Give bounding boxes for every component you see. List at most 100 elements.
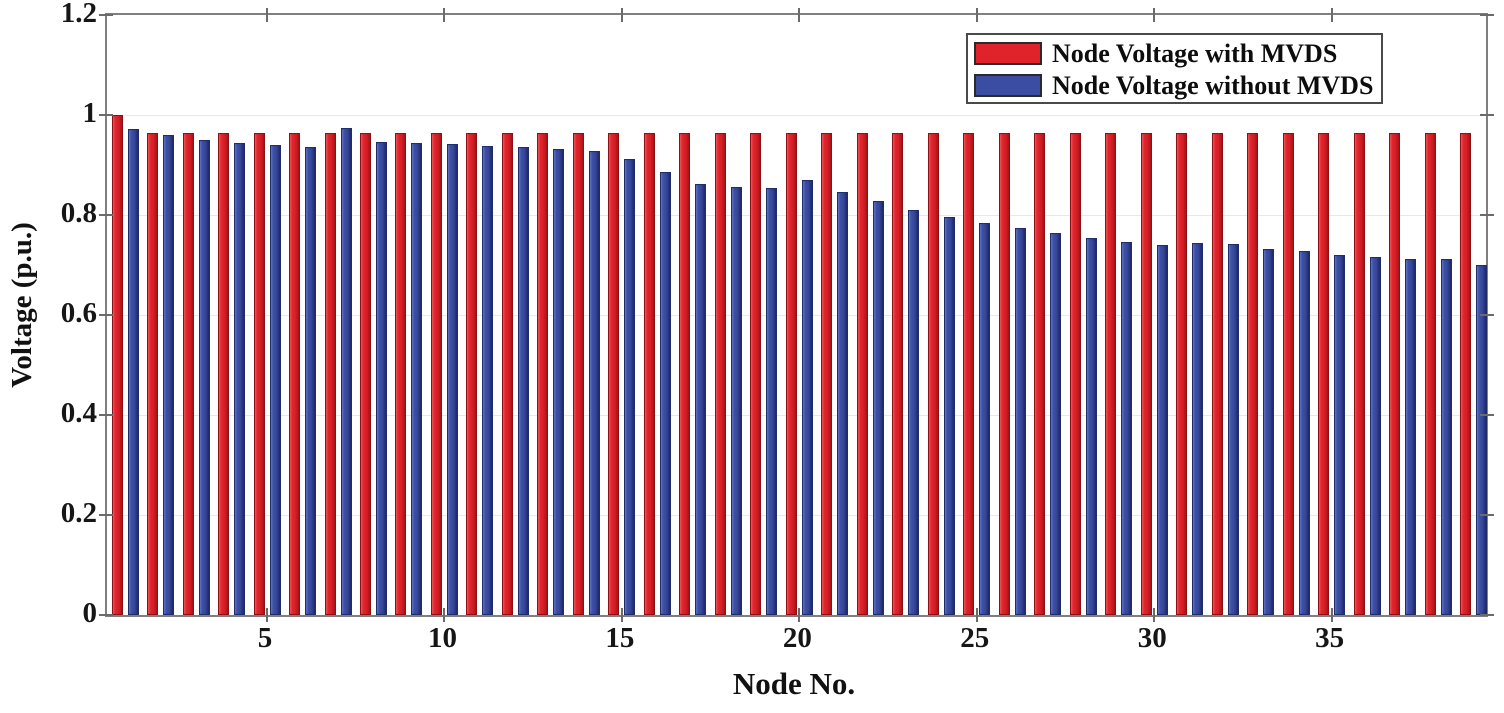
x-tick-top-25 [975,8,978,22]
legend-swatch-red [974,42,1042,65]
bar-without-mvds-node-8 [376,141,387,615]
y-tick-label-1: 1 [82,97,98,129]
x-tick-label-30: 30 [1137,622,1167,654]
bar-without-mvds-node-39 [1476,264,1488,615]
x-tick-label-15: 15 [605,622,635,654]
y-tick-label-0.2: 0.2 [60,497,97,529]
bar-with-mvds-node-4 [218,132,230,615]
x-tick-bottom-30 [1153,608,1156,622]
bar-without-mvds-node-33 [1263,248,1275,615]
y-tick-left-1 [99,114,113,116]
bar-without-mvds-node-34 [1298,251,1310,615]
bar-with-mvds-node-5 [253,132,265,615]
y-tick-right-1 [1480,114,1494,116]
bar-without-mvds-node-37 [1405,258,1417,615]
x-tick-top-15 [620,8,623,22]
y-tick-right-0.4 [1480,414,1494,416]
bar-without-mvds-node-5 [269,144,281,615]
plot-area [99,8,1494,622]
y-tick-right-0.8 [1480,214,1494,216]
x-tick-label-25: 25 [960,622,990,654]
x-tick-bottom-10 [443,608,446,622]
x-tick-top-20 [798,8,801,22]
bar-without-mvds-node-26 [1014,227,1026,615]
bar-without-mvds-node-35 [1334,254,1346,615]
bar-without-mvds-node-21 [837,192,849,615]
x-tick-top-10 [443,8,446,22]
bar-without-mvds-node-12 [517,147,529,615]
y-tick-right-1.2 [1480,14,1494,16]
x-tick-top-5 [266,8,269,22]
bar-without-mvds-node-15 [624,159,636,615]
bar-with-mvds-node-14 [572,132,584,615]
bar-with-mvds-node-3 [182,132,194,615]
bar-with-mvds-node-29 [1105,132,1117,615]
bar-with-mvds-node-10 [430,132,442,615]
bar-with-mvds-node-19 [750,132,762,615]
bar-with-mvds-node-7 [324,132,336,615]
x-tick-bottom-5 [266,608,269,622]
bar-with-mvds-node-25 [963,132,975,615]
bar-without-mvds-node-3 [198,139,210,615]
bar-without-mvds-node-18 [730,186,742,615]
bar-with-mvds-node-2 [147,132,159,615]
bar-with-mvds-node-34 [1282,132,1294,615]
bar-with-mvds-node-28 [1069,132,1081,615]
x-tick-top-30 [1153,8,1156,22]
bar-with-mvds-node-33 [1247,132,1259,615]
x-axis-title: Node No. [732,666,856,701]
y-tick-label-1.2: 1.2 [60,0,97,29]
bar-with-mvds-node-15 [608,132,620,615]
bar-without-mvds-node-13 [553,148,565,615]
bar-with-mvds-node-9 [395,132,407,615]
bar-without-mvds-node-20 [801,180,813,615]
bar-with-mvds-node-18 [714,132,726,615]
gridline-y-1 [107,114,1486,116]
bar-with-mvds-node-16 [643,132,655,615]
y-tick-left-0 [99,614,113,616]
bar-with-mvds-node-32 [1211,132,1223,615]
x-tick-label-5: 5 [257,622,273,654]
bar-without-mvds-node-2 [163,135,175,615]
bar-without-mvds-node-4 [234,142,246,615]
y-tick-label-0: 0 [82,597,98,629]
bar-with-mvds-node-22 [856,132,868,615]
bar-without-mvds-node-25 [979,223,991,615]
bar-without-mvds-node-28 [1085,238,1097,615]
y-tick-left-1.2 [99,14,113,16]
x-tick-top-35 [1330,8,1333,22]
bar-with-mvds-node-35 [1318,132,1330,615]
bar-without-mvds-node-24 [943,217,955,615]
bar-with-mvds-node-24 [927,132,939,615]
bar-with-mvds-node-20 [785,132,797,615]
y-tick-left-0.2 [99,514,113,516]
legend-item-with-mvds: Node Voltage with MVDS [974,40,1337,67]
bar-without-mvds-node-22 [872,201,884,615]
bar-with-mvds-node-12 [501,132,513,615]
bar-without-mvds-node-36 [1369,257,1381,615]
bar-without-mvds-node-29 [1121,242,1133,615]
x-tick-label-20: 20 [782,622,812,654]
bar-with-mvds-node-17 [679,132,691,615]
bar-with-mvds-node-38 [1424,132,1436,615]
y-tick-right-0.6 [1480,314,1494,316]
x-tick-label-35: 35 [1315,622,1345,654]
bar-with-mvds-node-21 [821,132,833,615]
bar-without-mvds-node-10 [446,144,458,615]
bar-without-mvds-node-9 [411,143,423,615]
y-tick-left-0.4 [99,414,113,416]
bar-without-mvds-node-17 [695,184,707,615]
bar-with-mvds-node-8 [360,132,371,615]
bar-with-mvds-node-1 [111,115,123,615]
x-tick-bottom-35 [1330,608,1333,622]
bar-without-mvds-node-23 [908,210,920,615]
x-tick-bottom-15 [620,608,623,622]
bar-without-mvds-node-16 [659,172,671,615]
x-tick-bottom-25 [975,608,978,622]
bar-without-mvds-node-7 [340,127,352,615]
bar-without-mvds-node-1 [127,129,139,615]
bar-with-mvds-node-27 [1034,132,1046,615]
y-tick-left-0.8 [99,214,113,216]
legend-swatch-blue [974,74,1042,97]
